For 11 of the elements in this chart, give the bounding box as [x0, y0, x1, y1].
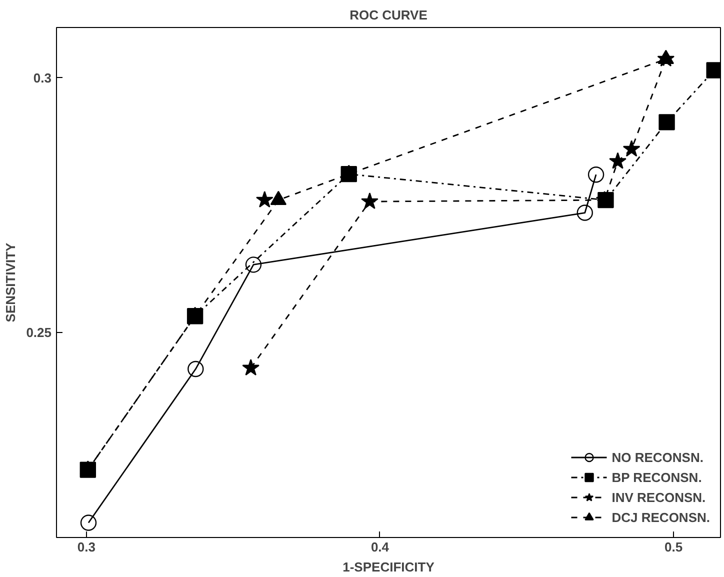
legend-label: DCJ RECONSN.	[612, 510, 710, 524]
x-tick-label: 0.5	[664, 540, 683, 554]
y-axis-title: SENSITIVITY	[3, 242, 18, 322]
legend-label: BP RECONSN.	[612, 470, 702, 484]
chart-title: ROC CURVE	[350, 8, 428, 22]
x-tick-label: 0.3	[77, 540, 96, 554]
x-tick-label: 0.4	[370, 540, 390, 554]
x-axis-title: 1-SPECIFICITY	[342, 560, 435, 574]
legend-label: INV RECONSN.	[612, 490, 706, 504]
y-tick-label: 0.25	[26, 324, 52, 340]
legend-label: NO RECONSN.	[612, 450, 704, 464]
